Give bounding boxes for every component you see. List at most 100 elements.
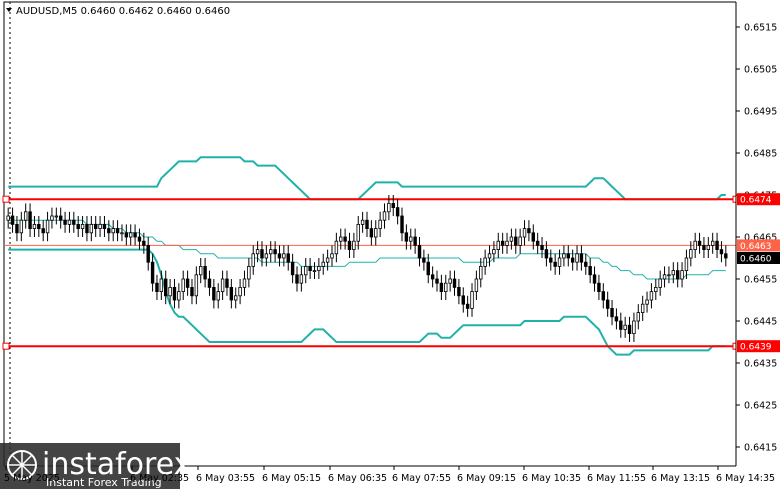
candle bbox=[304, 258, 308, 284]
candle-body-bear bbox=[500, 240, 505, 246]
candle bbox=[500, 232, 505, 254]
candle-body-bear bbox=[343, 236, 347, 242]
price-tick-label: 0.6455 bbox=[744, 275, 777, 286]
candle-body-bull bbox=[255, 249, 260, 255]
candle-body-bull bbox=[269, 249, 273, 255]
candle-body-bear bbox=[605, 299, 610, 309]
candle bbox=[286, 245, 290, 271]
candle-body-bear bbox=[133, 232, 137, 238]
candle-body-bull bbox=[483, 257, 487, 267]
candle bbox=[212, 279, 216, 309]
candle bbox=[19, 211, 24, 242]
candle bbox=[10, 207, 15, 233]
candle-body-bear bbox=[72, 219, 76, 225]
candle bbox=[400, 207, 404, 242]
candle-body-bull bbox=[32, 223, 37, 229]
candle-body-bull bbox=[242, 278, 247, 288]
candle-body-bull bbox=[251, 253, 255, 267]
candle bbox=[93, 216, 98, 237]
candle-body-bear bbox=[579, 253, 584, 263]
candle bbox=[697, 232, 702, 254]
candle bbox=[317, 258, 321, 279]
candle-body-bull bbox=[479, 265, 483, 280]
level-handle-left[interactable] bbox=[2, 342, 10, 350]
watermark-brand: instaforex bbox=[42, 447, 191, 482]
candle-body-bear bbox=[142, 240, 146, 246]
candle-body-bull bbox=[654, 286, 658, 292]
candle-body-bull bbox=[671, 270, 676, 276]
candle-body-bull bbox=[238, 286, 242, 297]
candle-body-bull bbox=[522, 228, 527, 238]
watermark-tagline: Instant Forex Trading bbox=[46, 476, 162, 489]
price-tick-label: 0.6515 bbox=[744, 23, 777, 34]
candle-body-bull bbox=[111, 228, 115, 234]
candle-body-bear bbox=[430, 274, 435, 280]
candle-body-bear bbox=[124, 232, 129, 238]
candle bbox=[452, 270, 457, 296]
candle-body-bull bbox=[409, 236, 413, 242]
candle bbox=[509, 228, 514, 250]
candle bbox=[710, 232, 715, 254]
candle bbox=[413, 228, 417, 254]
candle-body-bear bbox=[137, 236, 142, 242]
candle bbox=[50, 207, 54, 229]
candle-body-bear bbox=[675, 270, 680, 280]
candle-body-bear bbox=[697, 240, 702, 246]
candle bbox=[308, 258, 312, 279]
time-tick-label: 5 May 2025 bbox=[4, 473, 60, 484]
candle bbox=[312, 262, 317, 279]
candles bbox=[6, 195, 728, 342]
candle bbox=[15, 216, 19, 242]
candle bbox=[719, 241, 724, 263]
candle bbox=[85, 216, 89, 242]
level-handle-left[interactable] bbox=[2, 195, 10, 203]
candle bbox=[566, 245, 570, 267]
candle-body-bear bbox=[614, 316, 619, 322]
candle-body-bear bbox=[203, 265, 207, 280]
candle bbox=[356, 216, 360, 250]
candle bbox=[474, 270, 479, 300]
price-tick-label: 0.6445 bbox=[744, 317, 777, 328]
candle-body-bull bbox=[128, 232, 133, 238]
candle-body-bear bbox=[535, 240, 540, 246]
candle bbox=[654, 279, 658, 300]
candle bbox=[470, 283, 474, 317]
candle bbox=[597, 274, 601, 300]
candle-body-bear bbox=[295, 274, 299, 284]
candle bbox=[190, 279, 194, 305]
candle-body-bear bbox=[150, 261, 155, 284]
candle bbox=[299, 266, 304, 292]
candle-body-bull bbox=[640, 303, 645, 314]
candle bbox=[76, 216, 80, 237]
candle-body-bull bbox=[645, 299, 649, 305]
candle bbox=[522, 220, 527, 246]
candle-body-bear bbox=[369, 228, 374, 238]
candle bbox=[570, 249, 575, 271]
candle-body-bear bbox=[619, 320, 623, 330]
candle-body-bear bbox=[102, 223, 107, 229]
candle bbox=[588, 258, 592, 284]
candle-body-bull bbox=[89, 223, 94, 234]
time-tick-label: 6 May 02:35 bbox=[130, 473, 189, 484]
candle bbox=[715, 232, 719, 258]
candle-body-bull bbox=[706, 244, 711, 250]
candle bbox=[115, 220, 120, 242]
candle-body-bear bbox=[164, 278, 168, 297]
candle bbox=[273, 241, 277, 263]
candle-body-bear bbox=[277, 253, 282, 259]
candle bbox=[54, 207, 59, 225]
candle-body-bear bbox=[514, 236, 518, 246]
candle bbox=[479, 258, 483, 288]
candle bbox=[645, 291, 649, 313]
candle-body-bull bbox=[557, 257, 562, 267]
candle-body-bull bbox=[378, 219, 382, 229]
candle-body-bull bbox=[360, 219, 365, 225]
candle bbox=[347, 232, 352, 258]
candle bbox=[439, 274, 444, 300]
candle-body-bull bbox=[317, 265, 321, 271]
candle bbox=[391, 195, 395, 216]
candle-body-bull bbox=[234, 295, 238, 301]
candle-body-bull bbox=[448, 278, 452, 284]
